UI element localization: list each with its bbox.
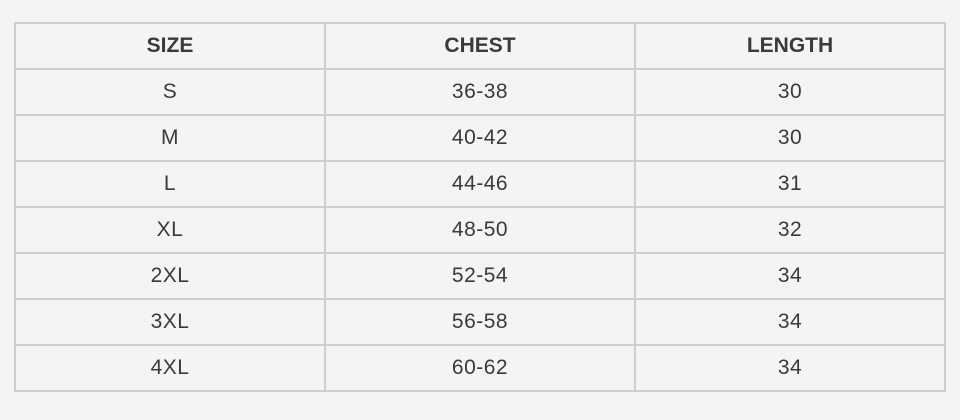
table-row: M 40-42 30 (14, 114, 946, 162)
cell-size: XL (14, 206, 326, 254)
cell-chest: 48-50 (324, 206, 636, 254)
cell-size: 4XL (14, 344, 326, 392)
cell-length: 31 (634, 160, 946, 208)
cell-chest: 60-62 (324, 344, 636, 392)
size-chart-table: SIZE CHEST LENGTH S 36-38 30 M 40-42 30 L 44-46… (14, 22, 946, 392)
table-row: XL 48-50 32 (14, 206, 946, 254)
table-row: 4XL 60-62 34 (14, 344, 946, 392)
cell-size: 3XL (14, 298, 326, 346)
cell-size: 2XL (14, 252, 326, 300)
cell-chest: 36-38 (324, 68, 636, 116)
cell-length: 30 (634, 114, 946, 162)
cell-size: S (14, 68, 326, 116)
cell-length: 32 (634, 206, 946, 254)
header-size: SIZE (14, 22, 326, 70)
table-row: 2XL 52-54 34 (14, 252, 946, 300)
cell-chest: 56-58 (324, 298, 636, 346)
cell-size: L (14, 160, 326, 208)
cell-chest: 40-42 (324, 114, 636, 162)
table-row: L 44-46 31 (14, 160, 946, 208)
header-length: LENGTH (634, 22, 946, 70)
cell-chest: 52-54 (324, 252, 636, 300)
table-row: S 36-38 30 (14, 68, 946, 116)
cell-length: 30 (634, 68, 946, 116)
cell-length: 34 (634, 298, 946, 346)
header-chest: CHEST (324, 22, 636, 70)
cell-length: 34 (634, 252, 946, 300)
table-header-row: SIZE CHEST LENGTH (14, 22, 946, 70)
cell-length: 34 (634, 344, 946, 392)
cell-chest: 44-46 (324, 160, 636, 208)
table-row: 3XL 56-58 34 (14, 298, 946, 346)
cell-size: M (14, 114, 326, 162)
